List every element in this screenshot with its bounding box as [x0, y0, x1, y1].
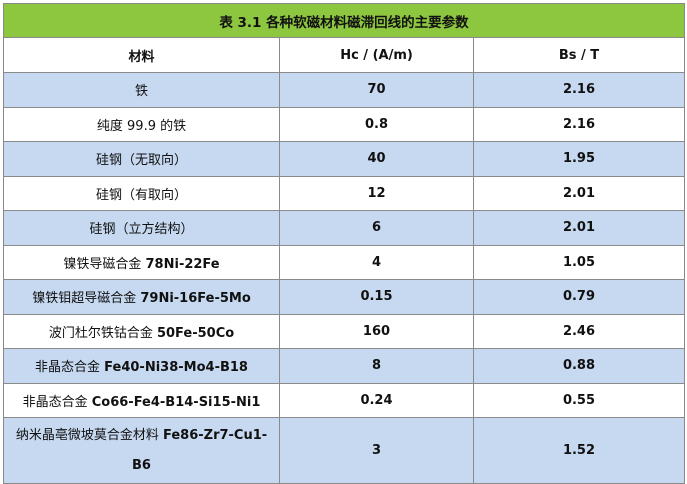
material-name: 硅钢（无取向）: [95, 153, 187, 169]
bs-cell: 0.88: [473, 348, 685, 384]
material-name: 非晶态合金: [22, 394, 92, 410]
bs-cell: 1.52: [473, 417, 685, 484]
material-code: Fe40-Ni38-Mo4-B18: [104, 360, 248, 376]
table-row: 镍铁钼超导磁合金 79Ni-16Fe-5Mo 0.15 0.79: [3, 279, 685, 315]
material-name: 波门杜尔铁钴合金: [48, 325, 157, 341]
material-code: 79Ni-16Fe-5Mo: [140, 291, 251, 307]
material-cell: 硅钢（无取向）: [3, 141, 280, 177]
hc-cell: 12: [279, 175, 474, 211]
table-row: 波门杜尔铁钴合金 50Fe-50Co 160 2.46: [3, 313, 685, 349]
hc-cell: 160: [279, 313, 474, 349]
bs-cell: 1.05: [473, 244, 685, 280]
hc-cell: 6: [279, 210, 474, 246]
hc-cell: 70: [279, 72, 474, 108]
soft-magnetic-materials-table: 表 3.1 各种软磁材料磁滞回线的主要参数 材料 Hc / (A/m) Bs /…: [3, 3, 685, 484]
hc-cell: 0.8: [279, 106, 474, 142]
material-cell: 镍铁导磁合金 78Ni-22Fe: [3, 244, 280, 280]
hc-cell: 8: [279, 348, 474, 384]
material-name: 镍铁钼超导磁合金: [32, 291, 141, 307]
material-code: Co66-Fe4-B14-Si15-Ni1: [91, 394, 261, 410]
bs-cell: 2.16: [473, 72, 685, 108]
material-name: 非晶态合金: [35, 360, 105, 376]
material-cell: 非晶态合金 Fe40-Ni38-Mo4-B18: [3, 348, 280, 384]
material-cell: 非晶态合金 Co66-Fe4-B14-Si15-Ni1: [3, 382, 280, 418]
hc-cell: 3: [279, 417, 474, 484]
hc-cell: 0.15: [279, 279, 474, 315]
bs-cell: 1.95: [473, 141, 685, 177]
table-row: 纯度 99.9 的铁 0.8 2.16: [3, 106, 685, 142]
header-bs: Bs / T: [473, 37, 685, 73]
table-row: 硅钢（有取向） 12 2.01: [3, 175, 685, 211]
bs-cell: 2.46: [473, 313, 685, 349]
table-header-row: 材料 Hc / (A/m) Bs / T: [3, 37, 685, 73]
hc-cell: 0.24: [279, 382, 474, 418]
table-title: 表 3.1 各种软磁材料磁滞回线的主要参数: [3, 3, 685, 38]
table-row: 非晶态合金 Co66-Fe4-B14-Si15-Ni1 0.24 0.55: [3, 382, 685, 418]
bs-cell: 2.01: [473, 210, 685, 246]
material-code: 78Ni-22Fe: [145, 256, 220, 272]
material-cell: 镍铁钼超导磁合金 79Ni-16Fe-5Mo: [3, 279, 280, 315]
table-row: 纳米晶亳微坡莫合金材料 Fe86-Zr7-Cu1-B6 3 1.52: [3, 417, 685, 484]
bs-cell: 2.16: [473, 106, 685, 142]
hc-cell: 40: [279, 141, 474, 177]
material-name: 铁: [134, 84, 148, 100]
header-material: 材料: [3, 37, 280, 73]
material-cell: 波门杜尔铁钴合金 50Fe-50Co: [3, 313, 280, 349]
table-row: 硅钢（无取向） 40 1.95: [3, 141, 685, 177]
hc-cell: 4: [279, 244, 474, 280]
table-caption-row: 表 3.1 各种软磁材料磁滞回线的主要参数: [3, 3, 685, 38]
bs-cell: 0.79: [473, 279, 685, 315]
bs-cell: 2.01: [473, 175, 685, 211]
material-cell: 硅钢（有取向）: [3, 175, 280, 211]
material-name: 硅钢（有取向）: [95, 187, 187, 203]
material-cell: 铁: [3, 72, 280, 108]
table-row: 铁 70 2.16: [3, 72, 685, 108]
material-name: 硅钢（立方结构）: [89, 222, 194, 238]
table-row: 非晶态合金 Fe40-Ni38-Mo4-B18 8 0.88: [3, 348, 685, 384]
material-code: Fe86-Zr7-Cu1-B6: [132, 427, 268, 473]
material-cell: 硅钢（立方结构）: [3, 210, 280, 246]
bs-cell: 0.55: [473, 382, 685, 418]
material-cell: 纯度 99.9 的铁: [3, 106, 280, 142]
material-name: 纳米晶亳微坡莫合金材料: [15, 427, 163, 443]
material-cell: 纳米晶亳微坡莫合金材料 Fe86-Zr7-Cu1-B6: [3, 417, 280, 484]
material-code: 50Fe-50Co: [156, 325, 235, 341]
material-name: 纯度 99.9 的铁: [96, 118, 187, 134]
header-hc: Hc / (A/m): [279, 37, 474, 73]
table-row: 镍铁导磁合金 78Ni-22Fe 4 1.05: [3, 244, 685, 280]
table-row: 硅钢（立方结构） 6 2.01: [3, 210, 685, 246]
material-name: 镍铁导磁合金: [63, 256, 146, 272]
